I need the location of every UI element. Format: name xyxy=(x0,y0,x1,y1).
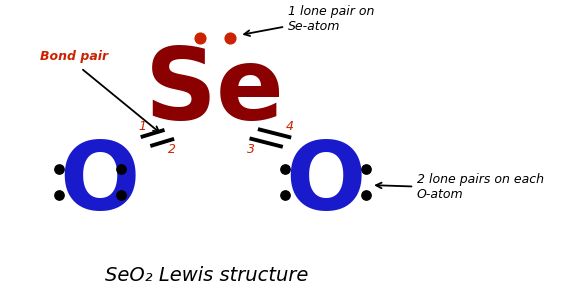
Text: 1 lone pair on
Se-atom: 1 lone pair on Se-atom xyxy=(288,5,374,33)
Text: 2 lone pairs on each
O-atom: 2 lone pairs on each O-atom xyxy=(417,173,544,201)
Point xyxy=(55,167,64,172)
Text: Bond pair: Bond pair xyxy=(40,50,109,63)
Text: 1: 1 xyxy=(139,120,147,133)
Point xyxy=(117,167,126,172)
Point xyxy=(55,193,64,197)
Text: SeO₂ Lewis structure: SeO₂ Lewis structure xyxy=(105,266,309,285)
Text: 3: 3 xyxy=(248,143,255,156)
Text: 4: 4 xyxy=(285,119,293,132)
Point xyxy=(281,167,290,172)
Point xyxy=(117,193,126,197)
Point xyxy=(361,167,370,172)
Point xyxy=(226,36,235,40)
Text: 2: 2 xyxy=(168,143,176,156)
Point xyxy=(281,193,290,197)
Point xyxy=(196,36,205,40)
Text: O: O xyxy=(285,138,366,230)
Text: O: O xyxy=(59,138,140,230)
Text: Se: Se xyxy=(145,44,285,141)
Point xyxy=(361,193,370,197)
